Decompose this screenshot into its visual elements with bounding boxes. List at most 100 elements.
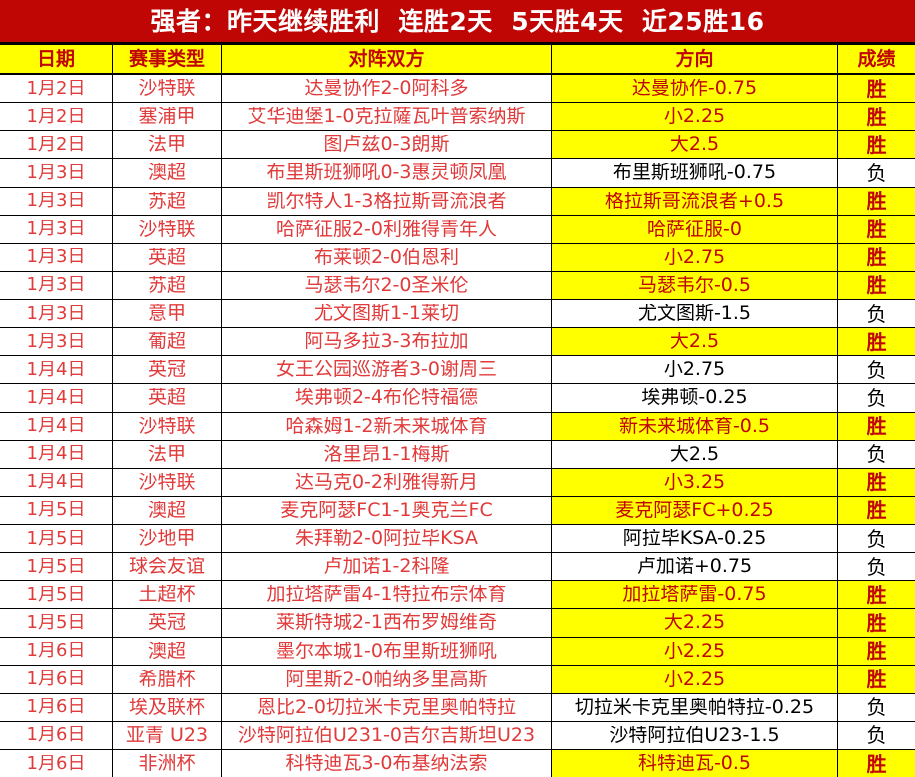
cell-date: 1月3日	[0, 215, 113, 243]
column-header-direction: 方向	[552, 45, 838, 73]
cell-date: 1月3日	[0, 271, 113, 299]
cell-direction: 小2.75	[552, 243, 838, 271]
cell-result-text: 负	[866, 556, 887, 577]
cell-match: 洛里昂1-1梅斯	[222, 440, 552, 468]
cell-direction: 阿拉毕KSA-0.25	[552, 525, 838, 553]
cell-result: 负	[838, 721, 915, 749]
cell-result-text: 胜	[866, 134, 887, 155]
cell-date: 1月6日	[0, 637, 113, 665]
cell-result: 负	[838, 440, 915, 468]
cell-league-text: 葡超	[147, 332, 186, 352]
cell-league: 澳超	[113, 496, 222, 524]
table-row: 1月5日 土超杯 加拉塔萨雷4-1特拉布宗体育 加拉塔萨雷-0.75 胜	[0, 581, 915, 610]
cell-match: 布里斯班狮吼0-3惠灵顿凤凰	[222, 159, 552, 187]
cell-date-text: 1月3日	[26, 332, 86, 351]
cell-direction: 麦克阿瑟FC+0.25	[552, 496, 838, 524]
cell-league-text: 希腊杯	[138, 669, 196, 689]
cell-match-text: 洛里昂1-1梅斯	[323, 444, 450, 464]
cell-match-text: 阿里斯2-0帕纳多里高斯	[285, 669, 488, 689]
cell-league-text: 沙特联	[138, 472, 196, 492]
cell-result-text: 胜	[866, 584, 887, 605]
cell-result-text: 胜	[866, 331, 887, 352]
cell-league-text: 苏超	[147, 191, 186, 211]
cell-date: 1月5日	[0, 525, 113, 553]
cell-result-text: 负	[866, 359, 887, 380]
cell-league-text: 球会友谊	[128, 557, 205, 577]
column-header-result: 成绩	[838, 45, 915, 73]
cell-result: 负	[838, 356, 915, 384]
cell-league-text: 法甲	[147, 444, 186, 464]
cell-match: 女王公园巡游者3-0谢周三	[222, 356, 552, 384]
cell-date: 1月3日	[0, 243, 113, 271]
table-row: 1月5日 球会友谊 卢加诺1-2科隆 卢加诺+0.75 负	[0, 553, 915, 582]
table-row: 1月3日 葡超 阿马多拉3-3布拉加 大2.5 胜	[0, 328, 915, 357]
cell-date: 1月5日	[0, 496, 113, 524]
cell-league-text: 英超	[147, 388, 186, 408]
cell-date: 1月3日	[0, 300, 113, 328]
cell-direction: 小2.25	[552, 637, 838, 665]
cell-date-text: 1月3日	[26, 220, 86, 239]
cell-result-text: 负	[866, 697, 887, 718]
table-row: 1月4日 沙特联 哈森姆1-2新未来城体育 新未来城体育-0.5 胜	[0, 412, 915, 441]
cell-result: 胜	[838, 271, 915, 299]
cell-match: 艾华迪堡1-0克拉薩瓦叶普索纳斯	[222, 103, 552, 131]
cell-direction: 切拉米卡克里奥帕特拉-0.25	[552, 693, 838, 721]
table-row: 1月4日 沙特联 达马克0-2利雅得新月 小3.25 胜	[0, 468, 915, 497]
cell-league-text: 土超杯	[138, 585, 196, 605]
cell-result-text: 负	[866, 387, 887, 408]
cell-date-text: 1月3日	[26, 304, 86, 323]
cell-direction-text: 小2.25	[663, 107, 726, 127]
table-row: 1月4日 英超 埃弗顿2-4布伦特福德 埃弗顿-0.25 负	[0, 384, 915, 413]
cell-league-text: 沙特联	[138, 416, 196, 436]
table-row: 1月3日 苏超 凯尔特人1-3格拉斯哥流浪者 格拉斯哥流浪者+0.5 胜	[0, 187, 915, 216]
cell-match: 布莱顿2-0伯恩利	[222, 243, 552, 271]
cell-date-text: 1月5日	[26, 613, 86, 632]
cell-league-text: 非洲杯	[138, 754, 196, 774]
column-header-match: 对阵双方	[222, 45, 552, 73]
cell-match-text: 莱斯特城2-1西布罗姆维奇	[275, 613, 498, 633]
cell-direction-text: 格拉斯哥流浪者+0.5	[604, 191, 785, 211]
cell-result-text: 负	[866, 162, 887, 183]
cell-direction-text: 马瑟韦尔-0.5	[637, 275, 752, 295]
cell-result-text: 胜	[866, 78, 887, 99]
cell-date: 1月4日	[0, 468, 113, 496]
cell-result: 胜	[838, 131, 915, 159]
cell-result-text: 负	[866, 303, 887, 324]
cell-direction: 尤文图斯-1.5	[552, 300, 838, 328]
cell-match: 哈萨征服2-0利雅得青年人	[222, 215, 552, 243]
cell-league: 塞浦甲	[113, 103, 222, 131]
cell-date: 1月6日	[0, 750, 113, 777]
cell-league: 希腊杯	[113, 665, 222, 693]
cell-result-text: 胜	[866, 106, 887, 127]
cell-direction-text: 尤文图斯-1.5	[637, 304, 752, 324]
cell-result: 胜	[838, 215, 915, 243]
table-row: 1月2日 法甲 图卢兹0-3朗斯 大2.5 胜	[0, 131, 915, 160]
cell-direction-text: 小2.75	[663, 247, 726, 267]
table-row: 1月3日 沙特联 哈萨征服2-0利雅得青年人 哈萨征服-0 胜	[0, 215, 915, 244]
records-table: 日期 赛事类型 对阵双方 方向 成绩 1月2日 沙特联 达曼协作2-0阿科多 达曼协作…	[0, 44, 915, 777]
cell-direction-text: 沙特阿拉伯U23-1.5	[609, 725, 780, 745]
cell-match-text: 图卢兹0-3朗斯	[323, 135, 450, 155]
cell-league: 沙特联	[113, 412, 222, 440]
table-row: 1月5日 英冠 莱斯特城2-1西布罗姆维奇 大2.25 胜	[0, 609, 915, 638]
cell-match: 图卢兹0-3朗斯	[222, 131, 552, 159]
cell-direction: 科特迪瓦-0.5	[552, 750, 838, 777]
cell-result-text: 胜	[866, 500, 887, 521]
cell-match-text: 朱拜勒2-0阿拉毕KSA	[295, 529, 478, 549]
cell-league-text: 澳超	[147, 641, 186, 661]
cell-result-text: 胜	[866, 247, 887, 268]
table-row: 1月4日 法甲 洛里昂1-1梅斯 大2.5 负	[0, 440, 915, 469]
cell-date-text: 1月6日	[26, 698, 86, 717]
cell-date-text: 1月3日	[26, 248, 86, 267]
cell-result-text: 胜	[866, 191, 887, 212]
cell-result-text: 胜	[866, 641, 887, 662]
cell-match-text: 达马克0-2利雅得新月	[294, 472, 479, 492]
cell-league-text: 英超	[147, 247, 186, 267]
cell-result-text: 胜	[866, 753, 887, 774]
cell-league: 葡超	[113, 328, 222, 356]
cell-date-text: 1月5日	[26, 501, 86, 520]
cell-result: 胜	[838, 243, 915, 271]
cell-direction: 大2.5	[552, 328, 838, 356]
cell-date-text: 1月2日	[26, 135, 86, 154]
